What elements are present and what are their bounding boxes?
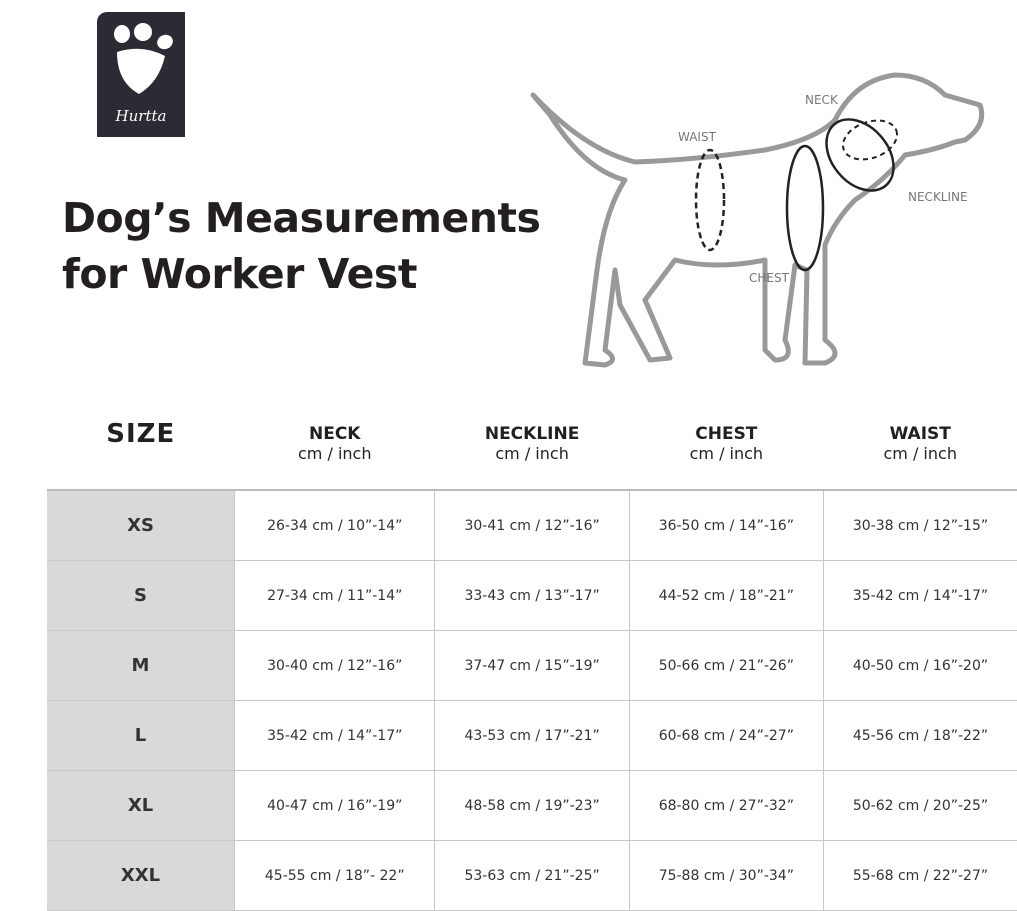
label-chest: CHEST: [749, 271, 790, 285]
paw-icon: [114, 23, 173, 94]
measurement-cell: 36-50 cm / 14”-16”: [628, 490, 824, 561]
measurement-cell: 40-47 cm / 16”-19”: [233, 770, 436, 841]
size-cell: S: [47, 560, 235, 631]
measurement-cell: 30-40 cm / 12”-16”: [233, 630, 436, 701]
measurement-cell: 27-34 cm / 11”-14”: [233, 560, 436, 631]
measurement-cell: 33-43 cm / 13”-17”: [434, 560, 630, 631]
measurement-cell: 35-42 cm / 14”-17”: [233, 700, 436, 771]
label-neck: NECK: [805, 93, 839, 107]
measurement-cell: 26-34 cm / 10”-14”: [233, 490, 436, 561]
measurement-cell: 68-80 cm / 27”-32”: [628, 770, 824, 841]
size-cell: XL: [47, 770, 235, 841]
column-header-chest: CHEST cm / inch: [629, 398, 824, 491]
size-cell: XXL: [47, 840, 235, 911]
measurement-cell: 60-68 cm / 24”-27”: [628, 700, 824, 771]
label-waist: WAIST: [678, 130, 717, 144]
measurement-cell: 50-62 cm / 20”-25”: [822, 770, 1017, 841]
size-cell: L: [47, 700, 235, 771]
table-row: M 30-40 cm / 12”-16” 37-47 cm / 15”-19” 50-…: [47, 630, 1017, 701]
measurement-cell: 30-41 cm / 12”-16”: [434, 490, 630, 561]
column-header-waist: WAIST cm / inch: [823, 398, 1017, 491]
measurement-cell: 45-56 cm / 18”-22”: [822, 700, 1017, 771]
table-row: XL 40-47 cm / 16”-19” 48-58 cm / 19”-23” 68…: [47, 770, 1017, 841]
measurement-cell: 75-88 cm / 30”-34”: [628, 840, 824, 911]
measurement-cell: 43-53 cm / 17”-21”: [434, 700, 630, 771]
measurement-cell: 37-47 cm / 15”-19”: [434, 630, 630, 701]
measurement-cell: 44-52 cm / 18”-21”: [628, 560, 824, 631]
measurement-cell: 45-55 cm / 18”- 22”: [233, 840, 436, 911]
column-header-neckline: NECKLINE cm / inch: [434, 398, 630, 491]
table-row: S 27-34 cm / 11”-14” 33-43 cm / 13”-17” 44-…: [47, 560, 1017, 631]
size-table: SIZE NECK cm / inch NECKLINE cm / inch CHE…: [47, 398, 1017, 911]
measurement-cell: 55-68 cm / 22”-27”: [822, 840, 1017, 911]
size-cell: XS: [47, 490, 235, 561]
label-neckline: NECKLINE: [908, 190, 968, 204]
dog-outline: [530, 72, 985, 368]
measurement-cell: 30-38 cm / 12”-15”: [822, 490, 1017, 561]
table-row: XS 26-34 cm / 10”-14” 30-41 cm / 12”-16” 36…: [47, 490, 1017, 561]
table-row: XXL 45-55 cm / 18”- 22” 53-63 cm / 21”-25”…: [47, 840, 1017, 911]
column-header-neck: NECK cm / inch: [234, 398, 435, 491]
measurement-cell: 40-50 cm / 16”-20”: [822, 630, 1017, 701]
page-title: Dog’s Measurements for Worker Vest: [62, 194, 541, 298]
table-row: L 35-42 cm / 14”-17” 43-53 cm / 17”-21” 60-…: [47, 700, 1017, 771]
measurement-cell: 48-58 cm / 19”-23”: [434, 770, 630, 841]
hurtta-logo: Hurtta: [97, 12, 185, 137]
size-header: SIZE: [47, 398, 235, 491]
measurement-cell: 35-42 cm / 14”-17”: [822, 560, 1017, 631]
dog-measurement-diagram: NECK WAIST NECKLINE CHEST: [530, 72, 985, 368]
size-cell: M: [47, 630, 235, 701]
measurement-cell: 53-63 cm / 21”-25”: [434, 840, 630, 911]
brand-name: Hurtta: [115, 107, 167, 125]
measurement-cell: 50-66 cm / 21”-26”: [628, 630, 824, 701]
